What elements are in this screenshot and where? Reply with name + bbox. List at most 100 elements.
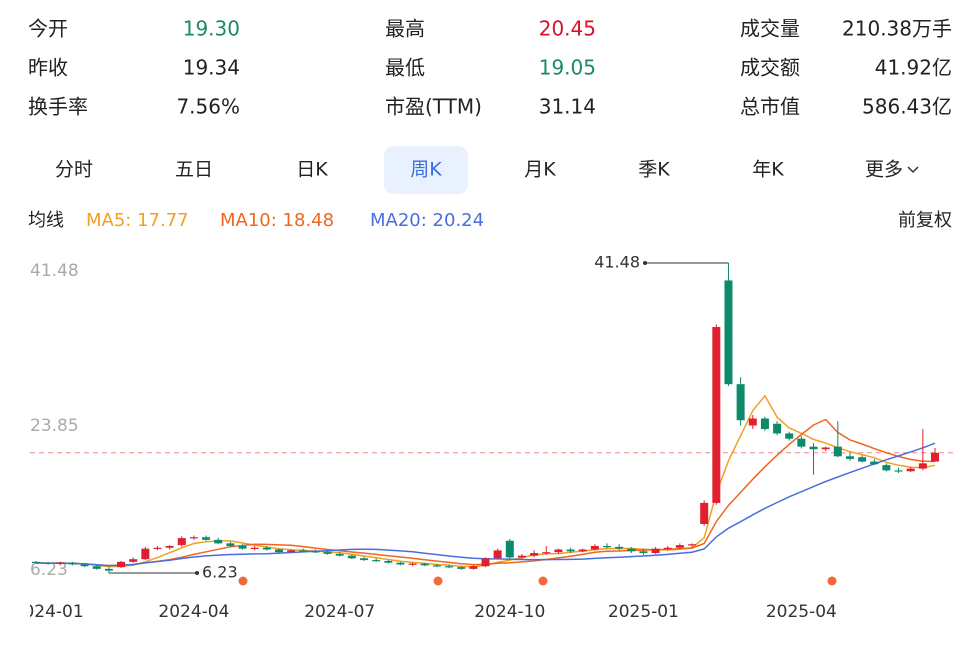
event-dot[interactable] [538, 576, 548, 586]
candle-body [736, 384, 745, 421]
candle-body [554, 549, 563, 553]
candle-body [214, 539, 223, 544]
high-dot [643, 261, 647, 265]
quote-value: 19.30 [183, 17, 240, 41]
tab[interactable]: 年K [752, 159, 784, 181]
quote-label: 换手率 [28, 95, 88, 119]
candle-body [651, 548, 660, 554]
tab[interactable]: 日K [296, 159, 328, 181]
candle-body [396, 562, 405, 565]
candle-body [202, 537, 211, 540]
candle-body [262, 547, 271, 550]
quote-label: 成交额 [740, 56, 800, 80]
candle-body [457, 567, 466, 569]
candle-body [432, 565, 441, 567]
candle-body [809, 446, 818, 450]
x-tick-label: 2025-01 [608, 602, 679, 622]
y-tick-label: 23.85 [30, 416, 79, 436]
candle-body [104, 568, 113, 571]
candle-body [712, 327, 721, 503]
quote-value: 7.56% [176, 95, 240, 119]
candle-body [530, 553, 539, 556]
legend-title: 均线 [28, 210, 64, 231]
tab[interactable]: 周K [410, 159, 442, 181]
quote-value: 19.05 [539, 56, 596, 80]
candle-body [360, 558, 369, 561]
legend-item: MA5: 17.77 [86, 210, 189, 231]
candle-body [274, 549, 283, 553]
tab[interactable]: 分时 [55, 159, 93, 181]
legend-item: MA20: 20.24 [370, 210, 484, 231]
candle-body [299, 550, 308, 552]
quote-label: 最高 [385, 17, 425, 41]
candle-body [165, 546, 174, 548]
quote-label: 昨收 [28, 56, 68, 80]
candle-body [445, 566, 454, 568]
x-axis: 2024-01 2024-04 2024-07 2024-10 2025-01 2025-… [13, 602, 837, 622]
candle-body [688, 544, 697, 546]
tab[interactable]: 五日 [175, 159, 213, 181]
candle-body [117, 561, 126, 568]
candle-body [894, 470, 903, 472]
active-tab-bg [384, 146, 468, 194]
candle-body [870, 461, 879, 465]
quote-value: 31.14 [539, 95, 596, 119]
candle-body [700, 502, 709, 525]
candle-body [906, 468, 915, 472]
candle-body [189, 537, 198, 539]
candle-body [627, 548, 636, 552]
candle-body [32, 561, 40, 564]
candle-body [80, 564, 89, 567]
candle-body [918, 463, 927, 469]
candle-body [773, 423, 782, 434]
candle-body [797, 438, 806, 447]
candle-body [347, 555, 356, 559]
quote-value: 210.38万手 [842, 17, 952, 41]
candle-body [44, 562, 53, 564]
event-dot[interactable] [238, 576, 248, 586]
x-tick-label: 2024-04 [158, 602, 229, 622]
more-chevron[interactable] [907, 166, 919, 174]
candle-body [481, 558, 490, 567]
candle-body [153, 547, 162, 549]
candle-body [566, 549, 575, 552]
candle-body [517, 555, 526, 558]
candle-body [663, 547, 672, 549]
high-label: 41.48 [594, 253, 640, 272]
event-markers [238, 576, 837, 586]
candle-body [408, 563, 417, 565]
candle-body [858, 457, 867, 462]
quote-value: 20.45 [539, 17, 596, 41]
candle-body [882, 465, 891, 471]
quote-value: 19.34 [183, 56, 240, 80]
candle-body [226, 543, 235, 547]
adjust-mode[interactable]: 前复权 [898, 210, 952, 231]
event-dot[interactable] [433, 576, 443, 586]
candle-body [542, 552, 551, 554]
event-dot[interactable] [827, 576, 837, 586]
x-tick-label: 2024-10 [474, 602, 545, 622]
tab[interactable]: 季K [638, 159, 670, 181]
candle-body [493, 550, 502, 559]
quote-value: 41.92亿 [875, 56, 952, 80]
ma-line [35, 394, 936, 568]
candle-body [372, 560, 381, 562]
candle-body [68, 562, 77, 565]
quote-value: 586.43亿 [862, 95, 952, 119]
candle-body [821, 447, 830, 450]
candle-body [931, 452, 939, 462]
legend-item: MA10: 18.48 [220, 210, 334, 231]
candle-body [639, 551, 648, 554]
tab[interactable]: 更多 [865, 159, 903, 181]
candle-body [615, 546, 624, 549]
quote-label: 市盈(TTM) [385, 95, 482, 119]
x-tick-label: 2024-01 [13, 602, 84, 622]
x-tick-label: 2024-07 [304, 602, 375, 622]
candle-body [323, 552, 332, 554]
candle-body [287, 550, 296, 553]
candle-body [724, 280, 733, 385]
candle-body [177, 538, 186, 546]
tab[interactable]: 月K [524, 159, 556, 181]
low-label: 6.23 [202, 563, 238, 582]
